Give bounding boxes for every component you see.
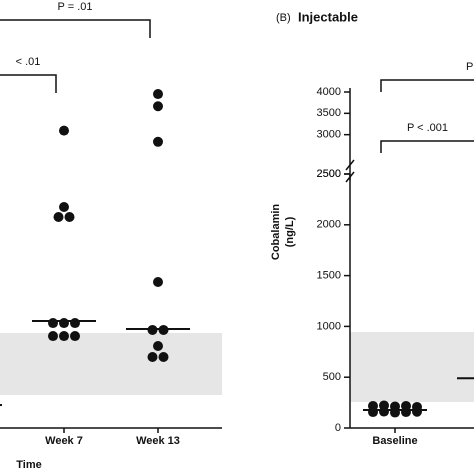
y-tick-label: 2500: [317, 168, 341, 180]
data-point: [64, 211, 75, 222]
significance-bracket: [380, 140, 474, 153]
data-point: [390, 407, 400, 418]
data-point: [379, 406, 389, 417]
data-point: [59, 331, 69, 342]
data-point: [48, 318, 58, 329]
reference-band: [0, 333, 222, 395]
y-tick-label: 0: [335, 422, 341, 434]
y-tick-label: 3500: [317, 107, 341, 119]
y-tick-label: 4000: [317, 86, 341, 98]
data-point: [158, 351, 169, 362]
data-point: [368, 407, 378, 418]
data-point: [48, 331, 58, 342]
data-point: [147, 324, 158, 335]
data-point: [59, 318, 69, 329]
y-tick-label: 500: [323, 371, 341, 383]
data-point: [153, 277, 163, 288]
significance-label: P < .001: [407, 122, 448, 134]
y-tick-label: 2000: [317, 219, 341, 231]
data-point: [59, 125, 69, 136]
panel: Baseline05001000150020002500250030003500…: [270, 61, 474, 447]
reference-band: [350, 331, 474, 402]
data-point: [158, 324, 169, 335]
y-tick-label: 1000: [317, 320, 341, 332]
axis-break: [345, 171, 355, 183]
plot-area: [363, 377, 474, 418]
axis-break: [345, 159, 355, 171]
y-tick-label: 2500: [317, 168, 341, 180]
panel-label: (B): [276, 12, 291, 24]
y-tick-label: 3000: [317, 129, 341, 141]
y-axis-label: Cobalamin: [270, 204, 282, 261]
data-point: [153, 101, 163, 112]
significance-bracket: [380, 79, 474, 92]
y-tick-label: 1500: [317, 270, 341, 282]
data-point: [70, 331, 80, 342]
data-point: [401, 407, 411, 418]
significance-bracket: [0, 74, 57, 93]
data-point: [153, 136, 163, 147]
data-point: [70, 318, 80, 329]
panel: Week 7 Week 13 Time P = .01 < .01: [0, 1, 222, 471]
significance-label: < .01: [16, 56, 41, 68]
x-tick-label: Baseline: [372, 435, 417, 447]
data-point: [412, 406, 422, 417]
y-axis-label: (ng/L): [284, 216, 296, 247]
data-point: [53, 211, 64, 222]
x-tick-label: Week 13: [136, 435, 180, 447]
significance-label: P = .01: [58, 1, 93, 13]
data-point: [59, 202, 69, 213]
data-point: [153, 89, 163, 100]
x-axis-label: Time: [16, 459, 41, 471]
plot-area: [0, 89, 190, 407]
significance-bracket: [0, 19, 151, 38]
panel-title: Injectable: [298, 9, 358, 24]
significance-label: P: [466, 61, 473, 73]
data-point: [153, 341, 163, 352]
x-tick-label: Week 7: [45, 435, 83, 447]
data-point: [147, 351, 158, 362]
